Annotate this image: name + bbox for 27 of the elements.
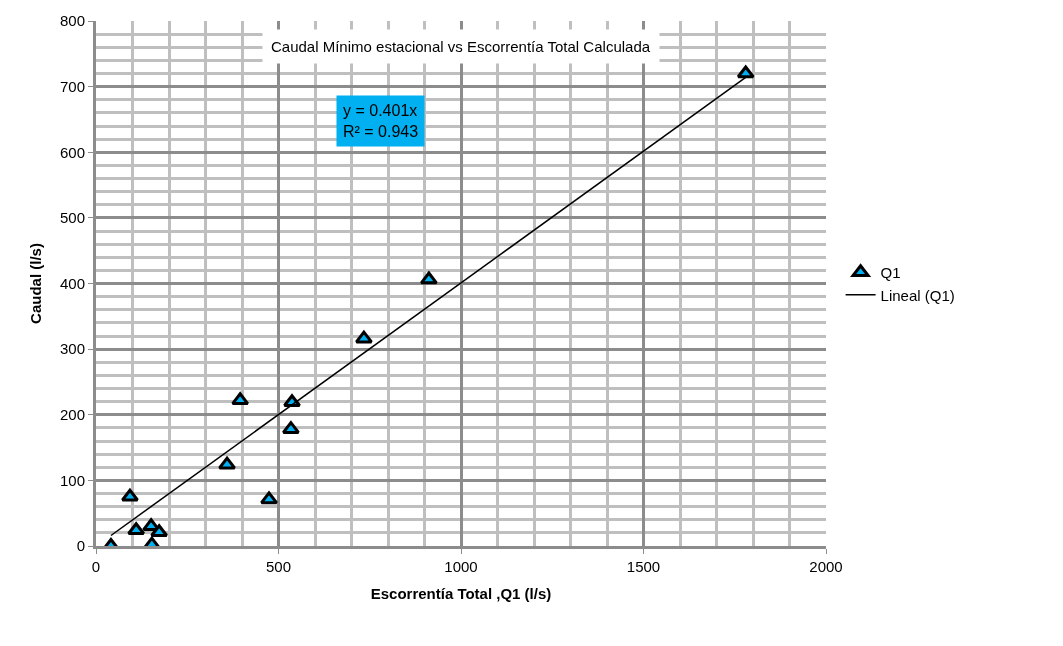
point xyxy=(260,491,279,505)
x-tick-label: 0 xyxy=(91,558,101,575)
x-axis-title: Escorrentía Total ,Q1 (l/s) xyxy=(370,585,552,602)
y-tick-label: 800 xyxy=(59,12,85,30)
point xyxy=(218,456,237,470)
y-tick-label: 0 xyxy=(76,537,85,555)
annotation: y = 0.401x R² = 0.943 xyxy=(343,102,419,140)
legend-label: Q1 xyxy=(880,264,901,282)
point xyxy=(419,271,438,285)
y-tick-label: 500 xyxy=(59,209,85,227)
y-tick-label: 100 xyxy=(59,471,85,489)
point xyxy=(354,330,373,344)
y-tick-label: 700 xyxy=(59,77,85,95)
y-axis-title: Caudal (l/s) xyxy=(27,243,45,324)
point xyxy=(120,488,139,502)
x-tick-label: 2000 xyxy=(809,558,843,575)
point xyxy=(736,65,755,79)
point xyxy=(231,392,250,406)
x-tick-label: 1500 xyxy=(626,558,661,575)
y-tick-label: 300 xyxy=(59,340,85,358)
legend-label: Lineal (Q1) xyxy=(880,286,955,304)
x-tick-label: 500 xyxy=(265,558,292,575)
text: Caudal Mínimo estacional vs Escorrentía Total Calculada xyxy=(271,38,651,55)
y-tick-label: 600 xyxy=(59,143,85,161)
y-tick-label: 200 xyxy=(59,406,85,423)
y-tick-label: 400 xyxy=(59,274,85,292)
x-tick-label: 1000 xyxy=(444,558,478,575)
